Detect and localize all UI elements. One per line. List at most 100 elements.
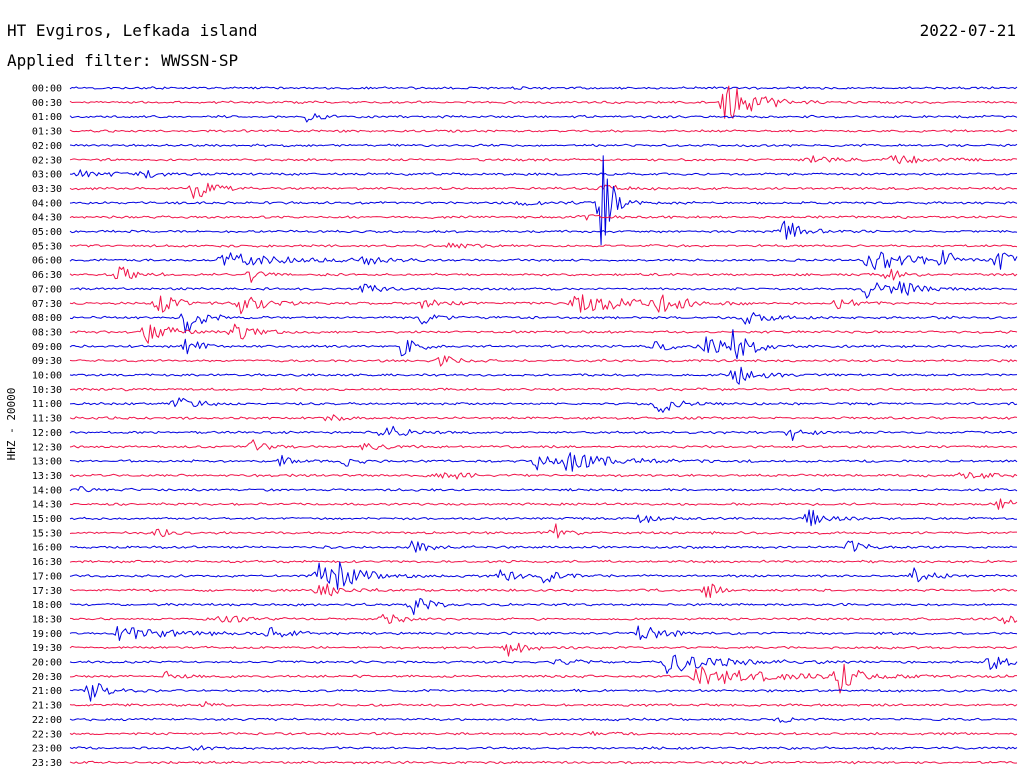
trace-row	[69, 312, 1018, 334]
y-axis-label: HHZ - 20000	[5, 388, 18, 461]
row-time-label: 16:00	[32, 543, 62, 554]
row-time-label: 12:00	[32, 428, 62, 439]
row-time-label: 01:00	[32, 112, 62, 123]
row-time-label: 01:30	[32, 127, 62, 138]
row-time-label: 18:00	[32, 600, 62, 611]
trace-row	[69, 266, 1018, 283]
trace-row	[69, 509, 1018, 527]
trace-row	[69, 745, 1018, 751]
row-time-label: 04:30	[32, 213, 62, 224]
row-time-label: 15:30	[32, 528, 62, 539]
row-time-label: 10:30	[32, 385, 62, 396]
row-time-label: 00:00	[32, 84, 62, 95]
trace-row	[69, 182, 1018, 199]
row-time-label: 00:30	[32, 98, 62, 109]
trace-row	[69, 387, 1018, 392]
row-time-label: 14:30	[32, 500, 62, 511]
row-time-label: 18:30	[32, 614, 62, 625]
trace-row	[69, 613, 1018, 625]
row-time-label: 06:00	[32, 256, 62, 267]
row-time-label: 19:00	[32, 629, 62, 640]
row-time-label: 12:30	[32, 442, 62, 453]
row-time-label: 19:30	[32, 643, 62, 654]
trace-row	[70, 663, 1017, 694]
trace-row	[69, 471, 1018, 480]
trace-row	[70, 540, 1017, 553]
trace-row	[69, 414, 1018, 422]
trace-row	[69, 625, 1018, 641]
row-time-label: 05:30	[32, 241, 62, 252]
row-time-label: 07:30	[32, 299, 62, 310]
trace-row	[69, 486, 1018, 493]
trace-row	[69, 717, 1018, 723]
row-labels: 00:00 00:30 01:00 01:30 02:00 02:30 03:00 03:30…	[32, 84, 62, 769]
trace-row	[69, 155, 1018, 165]
trace-row	[69, 143, 1018, 148]
seismic-traces	[69, 85, 1018, 765]
trace-row	[69, 683, 1018, 702]
trace-row	[69, 598, 1018, 616]
trace-row	[69, 129, 1018, 133]
row-time-label: 04:00	[32, 198, 62, 209]
trace-row	[69, 701, 1018, 707]
row-time-label: 15:00	[32, 514, 62, 525]
trace-row	[69, 220, 1018, 240]
trace-row	[69, 397, 1018, 413]
row-time-label: 23:30	[32, 758, 62, 769]
row-time-label: 08:30	[32, 327, 62, 338]
row-time-label: 22:30	[32, 729, 62, 740]
row-time-label: 03:30	[32, 184, 62, 195]
row-time-label: 21:30	[32, 701, 62, 712]
row-time-label: 23:00	[32, 744, 62, 755]
trace-row	[69, 654, 1018, 674]
row-time-label: 07:00	[32, 284, 62, 295]
row-time-label: 17:30	[32, 586, 62, 597]
row-time-label: 17:00	[32, 571, 62, 582]
row-time-label: 06:30	[32, 270, 62, 281]
row-time-label: 11:00	[32, 399, 62, 410]
trace-row	[69, 214, 1018, 221]
row-time-label: 05:00	[32, 227, 62, 238]
trace-row	[69, 113, 1018, 123]
station-title: HT Evgiros, Lefkada island	[7, 21, 257, 40]
row-time-label: 08:00	[32, 313, 62, 324]
trace-row	[69, 730, 1018, 736]
trace-row	[69, 523, 1017, 539]
row-time-label: 02:00	[32, 141, 62, 152]
trace-row	[69, 559, 1018, 564]
row-time-label: 16:30	[32, 557, 62, 568]
row-time-label: 22:00	[32, 715, 62, 726]
row-time-label: 13:30	[32, 471, 62, 482]
row-time-label: 10:00	[32, 371, 62, 382]
trace-row	[69, 242, 1018, 249]
row-time-label: 09:30	[32, 356, 62, 367]
trace-row	[69, 355, 1018, 367]
row-time-label: 09:00	[32, 342, 62, 353]
trace-row	[69, 281, 1018, 299]
date-label: 2022-07-21	[920, 21, 1016, 40]
trace-row	[69, 155, 1018, 246]
trace-row	[69, 86, 1018, 90]
trace-row	[69, 760, 1018, 765]
filter-label: Applied filter: WWSSN-SP	[7, 51, 238, 70]
row-time-label: 02:30	[32, 155, 62, 166]
trace-row	[69, 452, 1018, 472]
row-time-label: 20:30	[32, 672, 62, 683]
row-time-label: 11:30	[32, 414, 62, 425]
trace-row	[69, 329, 1017, 360]
trace-row	[69, 498, 1018, 510]
trace-row	[69, 439, 1018, 451]
trace-row	[69, 169, 1018, 179]
row-time-label: 21:00	[32, 686, 62, 697]
row-time-label: 20:00	[32, 658, 62, 669]
trace-row	[70, 583, 1018, 598]
trace-row	[69, 249, 1018, 270]
row-time-label: 14:00	[32, 485, 62, 496]
trace-row	[69, 561, 1018, 590]
row-time-label: 13:00	[32, 457, 62, 468]
trace-row	[69, 366, 1018, 385]
trace-row	[69, 425, 1018, 441]
trace-row	[69, 642, 1018, 657]
trace-row	[69, 323, 1018, 344]
